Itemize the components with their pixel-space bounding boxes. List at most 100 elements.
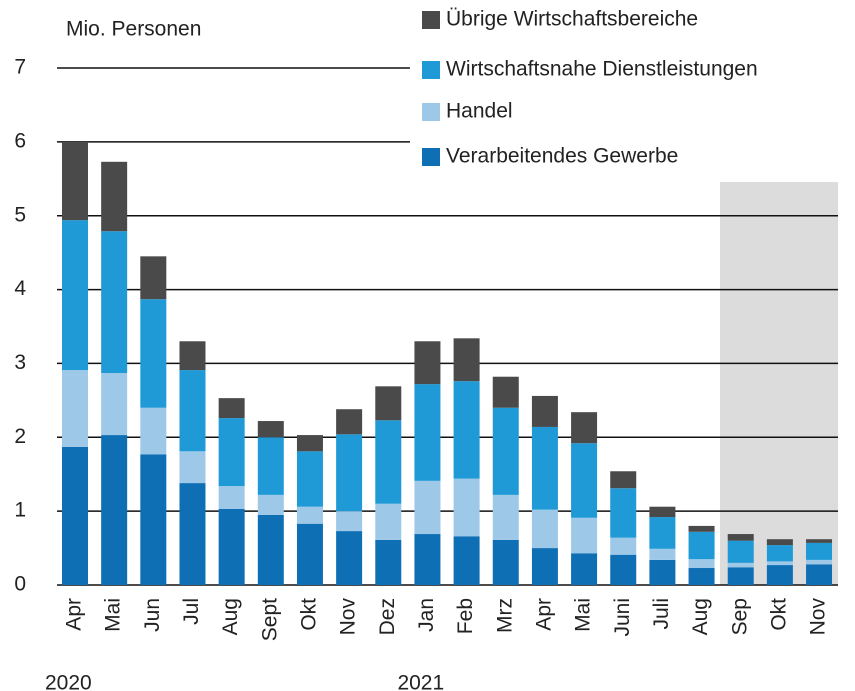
bar-segment xyxy=(375,386,402,421)
x-tick-label: Juli xyxy=(650,598,673,630)
bar-segment xyxy=(610,488,637,538)
bar-segment xyxy=(688,559,715,569)
bar-segment xyxy=(571,443,598,518)
x-tick-label: Nov xyxy=(337,598,360,636)
bar-segment xyxy=(766,545,793,562)
legend-background xyxy=(410,0,850,180)
bar-segment xyxy=(296,506,323,524)
bar-segment xyxy=(531,395,558,427)
bar-segment xyxy=(218,418,245,487)
bar-segment xyxy=(414,480,441,535)
bar-segment xyxy=(62,446,88,585)
bar-segment xyxy=(62,370,88,447)
bar-segment xyxy=(336,511,363,532)
bar-segment xyxy=(140,256,167,300)
bar-segment xyxy=(688,568,715,585)
bar-segment xyxy=(766,539,793,546)
y-tick-label: 0 xyxy=(14,573,26,596)
bar-segment xyxy=(414,534,441,585)
legend-label: Übrige Wirtschaftsbereiche xyxy=(446,8,698,31)
bar-segment xyxy=(140,454,167,585)
bar-segment xyxy=(492,494,519,540)
x-tick-label: Apr xyxy=(63,598,86,631)
x-tick-label: Dez xyxy=(376,598,399,635)
bar-segment xyxy=(453,536,480,585)
x-tick-label: Jul xyxy=(180,598,203,625)
bar-segment xyxy=(257,437,284,495)
bar-segment xyxy=(806,564,833,585)
y-tick-label: 3 xyxy=(14,351,26,374)
bar-segment xyxy=(101,373,128,436)
bar-segment xyxy=(257,494,284,515)
x-tick-label: Nov xyxy=(807,598,830,636)
x-tick-label: Mai xyxy=(572,598,595,632)
forecast-shade xyxy=(720,182,838,585)
legend-swatch xyxy=(422,61,440,79)
bar-segment xyxy=(336,531,363,585)
bar-segment xyxy=(375,420,402,504)
bar-segment xyxy=(414,384,441,481)
legend-label: Handel xyxy=(446,100,513,123)
bar-segment xyxy=(531,509,558,549)
y-tick-label: 7 xyxy=(14,56,26,79)
bar-segment xyxy=(727,534,754,541)
bar-segment xyxy=(531,548,558,585)
bar-segment xyxy=(101,161,128,232)
bar-segment xyxy=(492,407,519,495)
x-tick-label: Okt xyxy=(298,598,321,631)
bar-segment xyxy=(296,435,323,452)
x-tick-label: Aug xyxy=(219,598,242,635)
x-tick-label: Jan xyxy=(415,598,438,632)
legend-swatch xyxy=(422,11,440,29)
y-tick-label: 2 xyxy=(14,425,26,448)
bar-segment xyxy=(414,341,441,385)
bar-segment xyxy=(179,483,206,585)
x-tick-label: Feb xyxy=(454,598,477,634)
bar-segment xyxy=(531,426,558,510)
bar-segment xyxy=(806,539,833,543)
year-label: 2020 xyxy=(45,672,92,691)
bar-segment xyxy=(649,548,676,560)
bar-segment xyxy=(492,539,519,585)
bar-segment xyxy=(688,531,715,560)
bar-segment xyxy=(571,517,598,554)
bar-segment xyxy=(336,434,363,512)
x-tick-label: Apr xyxy=(532,598,555,631)
bar-segment xyxy=(649,559,676,585)
bar-segment xyxy=(688,525,715,532)
bar-segment xyxy=(492,376,519,408)
bar-segment xyxy=(140,407,167,455)
bar-segment xyxy=(140,299,167,408)
x-tick-label: Jun xyxy=(141,598,164,632)
bar-segment xyxy=(375,503,402,540)
x-tick-label: Sep xyxy=(728,598,751,635)
bar-segment xyxy=(649,517,676,549)
bar-segment xyxy=(257,514,284,585)
bar-segment xyxy=(610,554,637,585)
bar-segment xyxy=(296,451,323,507)
year-label: 2021 xyxy=(397,672,444,691)
legend-swatch xyxy=(422,103,440,121)
bar-segment xyxy=(218,486,245,509)
bar-segment xyxy=(571,553,598,585)
bar-segment xyxy=(806,559,833,565)
bar-segment xyxy=(179,370,206,452)
x-tick-label: Sept xyxy=(258,598,281,641)
y-axis-label: Mio. Personen xyxy=(66,18,201,41)
bar-segment xyxy=(62,141,88,221)
x-tick-label: Mai xyxy=(102,598,125,632)
bar-segment xyxy=(806,542,833,560)
bar-segment xyxy=(453,478,480,537)
bar-segment xyxy=(610,537,637,555)
x-tick-label: Juni xyxy=(611,598,634,637)
bar-segment xyxy=(62,220,88,371)
x-tick-label: Mrz xyxy=(493,598,516,633)
bar-segment xyxy=(336,409,363,435)
bar-segment xyxy=(766,565,793,585)
legend-swatch xyxy=(422,148,440,166)
bar-segment xyxy=(727,567,754,585)
bar-segment xyxy=(453,338,480,382)
bar-segment xyxy=(218,398,245,419)
bar-segment xyxy=(571,412,598,444)
x-tick-label: Aug xyxy=(689,598,712,635)
